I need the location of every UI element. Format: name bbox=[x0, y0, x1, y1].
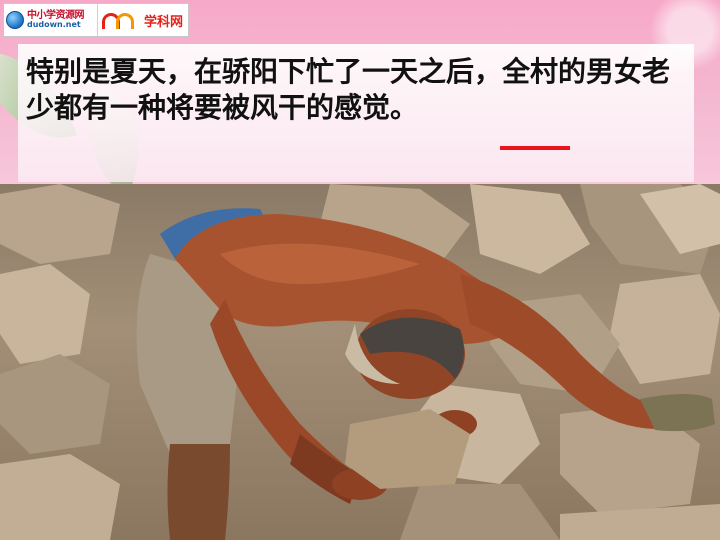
logo-bar: 中小学资源网 dudown.net 学科网 bbox=[3, 3, 189, 37]
held-rock bbox=[345, 409, 470, 489]
site-logo-name: 学科网 bbox=[144, 14, 184, 30]
text-panel bbox=[18, 44, 694, 182]
emphasis-underline bbox=[500, 146, 570, 150]
site-logo-zxxk[interactable]: 学科网 bbox=[98, 4, 188, 36]
photo-man-lifting-rocks bbox=[0, 184, 720, 540]
wave-logo-icon bbox=[102, 11, 140, 29]
slide-text: 特别是夏天，在骄阳下忙了一天之后，全村的男女老少都有一种将要被风干的感觉。 bbox=[26, 55, 671, 124]
man-figure bbox=[136, 208, 715, 540]
site-logo-name: 中小学资源网 bbox=[27, 10, 85, 21]
site-logo-dudown[interactable]: 中小学资源网 dudown.net bbox=[4, 4, 98, 36]
globe-icon bbox=[6, 11, 24, 29]
rocks bbox=[0, 184, 720, 540]
site-logo-url: dudown.net bbox=[27, 20, 81, 29]
photo-illustration bbox=[0, 184, 720, 540]
